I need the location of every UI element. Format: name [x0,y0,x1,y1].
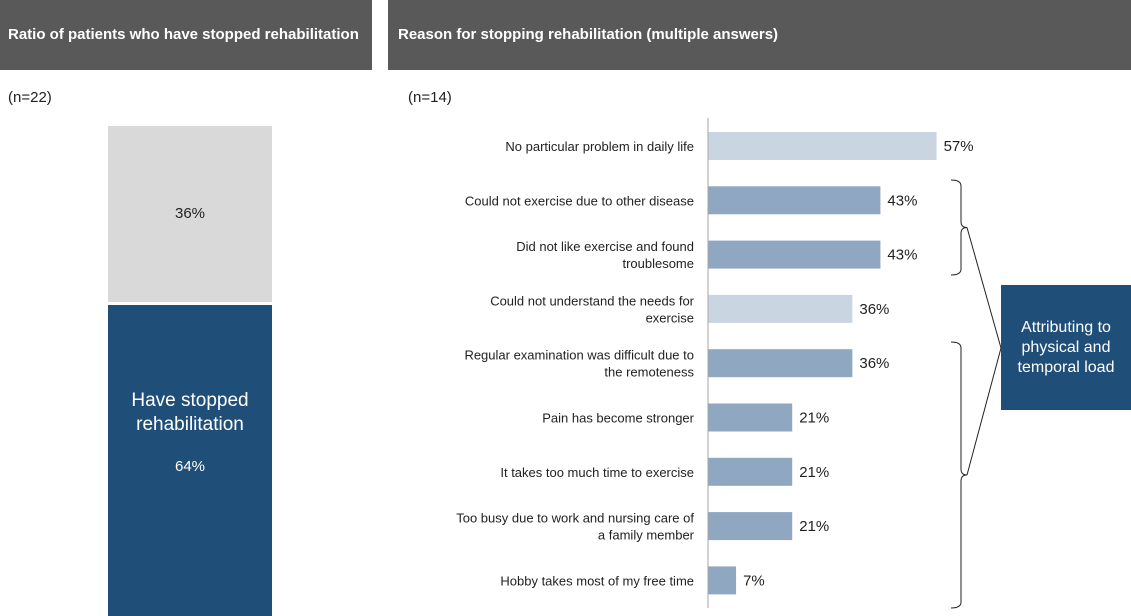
bar [708,403,793,432]
category-label: Could not understand the needs for exerci… [490,293,694,325]
category-label: Pain has become stronger [542,411,694,426]
bar-value-label: 21% [799,518,829,535]
category-label: Regular examination was difficult due to… [464,348,694,380]
category-label: Hobby takes most of my free time [500,573,694,588]
right-sample-size: (n=14) [408,89,452,106]
bar [708,186,881,215]
category-label-line: exercise [646,310,694,325]
category-label: No particular problem in daily life [505,139,694,154]
brace-lower [950,341,968,609]
brace-upper [950,179,968,276]
category-label-line: Regular examination was difficult due to [464,348,694,363]
left-sample-size: (n=22) [8,89,52,106]
category-label-line: Hobby takes most of my free time [500,573,694,588]
bar [708,566,737,595]
category-label: Could not exercise due to other disease [465,193,694,208]
category-label-line: Did not like exercise and found [516,239,694,254]
bar [708,294,853,323]
category-label: Did not like exercise and found troubleso… [516,239,694,271]
bar [708,512,793,541]
right-panel-header: Reason for stopping rehabilitation (mult… [388,0,1131,70]
bar-value-label: 36% [859,355,889,372]
category-label: It takes too much time to exercise [500,465,694,480]
category-label-line: No particular problem in daily life [505,139,694,154]
category-label-line: troublesome [622,256,694,271]
segment-value-label: 64% [174,458,206,475]
category-label-line: It takes too much time to exercise [500,465,694,480]
bar [708,240,881,269]
category-label: Too busy due to work and nursing care of… [456,511,694,543]
bar-value-label: 21% [799,464,829,481]
segment-value-label: 36% [174,205,206,222]
category-label-line: a family member [598,528,695,543]
stacked-segment-not-stopped: 36% [108,126,272,302]
callout-connector-upper [966,227,1002,349]
bar-value-label: 43% [887,192,917,209]
bar [708,349,853,378]
category-label-line: Too busy due to work and nursing care of [456,511,694,526]
category-label-line: Could not understand the needs for [490,293,694,308]
callout-connector-lower [966,347,1002,476]
callout-box: Attributing to physical and temporal loa… [1001,285,1131,410]
category-label-line: Could not exercise due to other disease [465,193,694,208]
bar-value-label: 36% [859,301,889,318]
category-label-line: Pain has become stronger [542,411,694,426]
bar [708,132,937,160]
bar [708,457,793,486]
bar-value-label: 57% [944,138,974,155]
bar-value-label: 7% [743,572,765,589]
segment-label: Have stopped rehabilitation [131,390,249,435]
category-label-line: the remoteness [604,365,694,380]
bar-value-label: 21% [799,410,829,427]
left-panel-header: Ratio of patients who have stopped rehab… [0,0,372,70]
stacked-segment-stopped: Have stopped rehabilitation 64% [108,305,272,616]
bar-value-label: 43% [887,247,917,264]
